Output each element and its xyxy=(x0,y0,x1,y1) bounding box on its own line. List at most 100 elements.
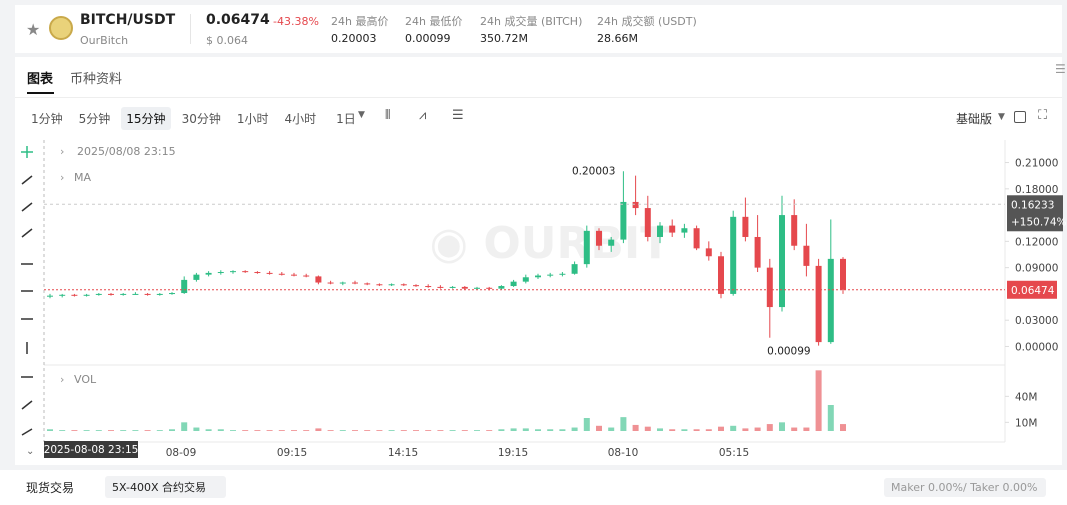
header-card xyxy=(15,5,1062,53)
volume-bar xyxy=(71,430,78,431)
interval[interactable]: 5分钟 xyxy=(78,112,111,126)
futures-button[interactable]: 5X-400X 合约交易 xyxy=(105,476,226,498)
volume-bar xyxy=(425,430,432,431)
candle-body xyxy=(278,273,285,275)
volume-bar xyxy=(535,429,541,431)
candle-body xyxy=(352,282,358,284)
volume-bar xyxy=(608,427,615,431)
volume-bar xyxy=(120,430,127,431)
version[interactable]: 基础版 xyxy=(956,112,993,126)
x-tick-label: 19:15 xyxy=(498,447,528,459)
volume-bar xyxy=(400,430,407,431)
candle-body xyxy=(461,286,468,289)
candle-body xyxy=(315,276,322,283)
y-tick-label: 0.03000 xyxy=(1015,315,1058,327)
volume-bar xyxy=(339,430,346,431)
usd-price: $ 0.064 xyxy=(206,34,248,47)
stat-value: 28.66M xyxy=(597,32,638,45)
x-tick-label: 08-09 xyxy=(166,447,197,459)
fullscreen-icon[interactable]: ⛶ xyxy=(1038,108,1048,123)
interval[interactable]: 15分钟 xyxy=(121,107,171,130)
volume-bar xyxy=(510,428,517,431)
volume-bar xyxy=(669,429,676,431)
volume-bar xyxy=(59,430,66,431)
volume-bar xyxy=(620,417,627,431)
interval[interactable]: 30分钟 xyxy=(181,112,221,126)
y-tick-label: 0.21000 xyxy=(1015,158,1058,170)
y-tick-label: 0.09000 xyxy=(1015,263,1058,275)
volume-bar xyxy=(632,424,639,431)
tab[interactable]: 币种资料 xyxy=(70,72,123,87)
spot-link[interactable]: 现货交易 xyxy=(26,481,75,495)
candle-body xyxy=(388,284,395,286)
candle-body xyxy=(413,285,419,287)
candle-body xyxy=(59,294,66,296)
candle-icon[interactable]: ⫴ xyxy=(385,108,391,123)
volume-bar xyxy=(364,430,371,431)
menu-icon[interactable]: ☰ xyxy=(1055,62,1066,76)
candle-body xyxy=(156,293,163,295)
candle-body xyxy=(657,225,663,237)
interval[interactable]: 1日 xyxy=(336,112,356,126)
volume-bar xyxy=(413,430,419,431)
candle-body xyxy=(840,258,846,290)
candle-body xyxy=(193,274,200,280)
tab[interactable]: 图表 xyxy=(27,72,54,87)
watermark: ◉ OURBIT xyxy=(430,218,671,269)
volume-bar xyxy=(718,426,724,431)
candle-body xyxy=(327,282,334,284)
max-annotation: 0.20003 xyxy=(572,165,615,177)
volume-bar xyxy=(254,430,261,431)
candle-body xyxy=(376,284,383,286)
volume-bar xyxy=(47,429,53,431)
pair: BITCH/USDT xyxy=(80,12,176,28)
volume-bar xyxy=(205,429,212,431)
volume-bar xyxy=(474,430,480,431)
volume-bar xyxy=(754,427,761,431)
volume-bar xyxy=(803,427,810,431)
fees: Maker 0.00%/ Taker 0.00% xyxy=(884,478,1046,497)
stat-label: 24h 最低价 xyxy=(405,15,463,28)
expand-arrow[interactable]: › xyxy=(60,373,64,386)
ref-change-label: +150.74% xyxy=(1011,216,1067,228)
last-price-box xyxy=(1007,280,1057,299)
stat-label: 24h 成交量 (BITCH) xyxy=(480,15,583,28)
candle-body xyxy=(754,236,761,268)
volume-bar xyxy=(83,430,90,431)
dropdown-arrow[interactable]: ▼ xyxy=(998,112,1005,122)
volume-bar xyxy=(217,429,224,431)
favorite-star[interactable]: ★ xyxy=(26,20,41,39)
settings-icon[interactable]: ☰ xyxy=(452,108,464,123)
candle-body xyxy=(400,284,407,286)
indicator-icon[interactable]: ⩘ xyxy=(419,108,427,123)
volume-bar xyxy=(766,424,773,431)
vol-tick-label: 40M xyxy=(1015,391,1037,403)
interval[interactable]: 1分钟 xyxy=(31,112,63,126)
candle-body xyxy=(620,201,627,240)
volume-bar xyxy=(547,429,554,431)
volume-bar xyxy=(437,430,444,431)
interval[interactable]: 4小时 xyxy=(284,112,317,126)
expand-arrow[interactable]: › xyxy=(60,171,64,184)
volume-bar xyxy=(315,428,322,431)
candle-body xyxy=(693,228,700,249)
dropdown-arrow[interactable]: ▼ xyxy=(358,110,365,120)
interval[interactable]: 1小时 xyxy=(236,112,269,126)
x-tick-label: 05:15 xyxy=(719,447,749,459)
min-annotation: 0.00099 xyxy=(767,346,810,358)
checkbox[interactable] xyxy=(1014,111,1026,123)
toolbar xyxy=(15,137,45,465)
candle-body xyxy=(95,293,102,295)
volume-bar xyxy=(827,405,834,431)
collapse-icon[interactable]: ⌄ xyxy=(26,446,34,457)
volume-bar xyxy=(522,428,529,431)
candle-body xyxy=(779,215,785,308)
candle-body xyxy=(132,293,139,295)
volume-bar xyxy=(559,429,566,431)
candle-body xyxy=(205,272,212,275)
x-tick-label: 14:15 xyxy=(388,447,418,459)
candle-body xyxy=(217,272,224,274)
tab-underline xyxy=(27,92,54,94)
expand-arrow[interactable]: › xyxy=(60,145,64,158)
candle-body xyxy=(425,286,432,288)
